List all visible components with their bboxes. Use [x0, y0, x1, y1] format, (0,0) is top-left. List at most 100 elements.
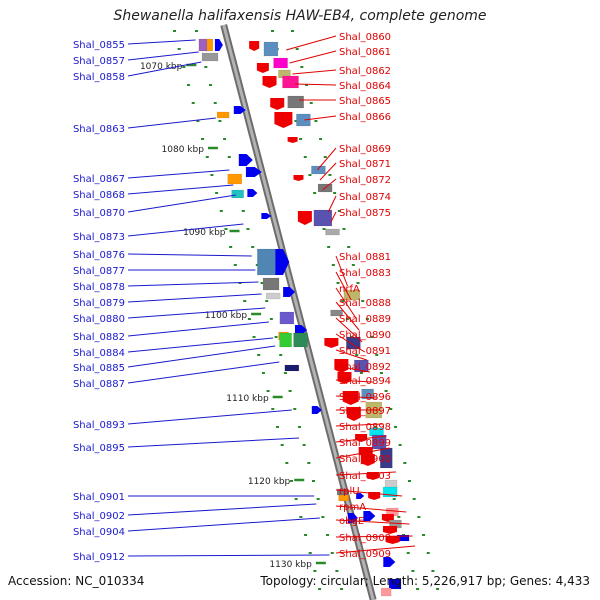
gene-feature[interactable] [382, 486, 398, 498]
gene-feature[interactable] [388, 578, 402, 590]
gene-feature[interactable] [201, 52, 219, 62]
gene-feature[interactable] [360, 454, 375, 466]
gene-label-left[interactable]: Shal_0882 [73, 332, 125, 343]
gene-label-left[interactable]: Shal_0884 [73, 348, 125, 359]
gene-label-right[interactable]: Shal_0872 [339, 175, 391, 186]
gene-feature[interactable] [270, 98, 285, 110]
gene-feature[interactable] [296, 113, 311, 127]
gene-feature[interactable] [256, 63, 269, 73]
gene-feature[interactable] [279, 332, 292, 348]
gene-feature[interactable] [216, 111, 230, 119]
gene-label-left[interactable]: Shal_0895 [73, 443, 125, 454]
gene-feature[interactable] [371, 434, 387, 450]
gene-label-right[interactable]: obgE [339, 516, 364, 527]
gene-feature[interactable] [293, 175, 304, 181]
gene-feature[interactable] [274, 112, 293, 128]
gene-label-left[interactable]: Shal_0868 [73, 190, 125, 201]
gene-label-left[interactable]: Shal_0893 [73, 420, 125, 431]
gene-feature[interactable] [363, 511, 376, 521]
gene-feature[interactable] [279, 311, 295, 325]
gene-feature[interactable] [273, 57, 288, 69]
gene-label-right[interactable]: Shal_0898 [339, 422, 391, 433]
gene-feature[interactable] [380, 447, 393, 469]
gene-label-right[interactable]: Shal_0908 [339, 533, 391, 544]
gene-feature[interactable] [261, 213, 272, 219]
gene-label-left[interactable]: Shal_0901 [73, 492, 125, 503]
gene-label-right[interactable]: Shal_0903 [339, 471, 391, 482]
gene-label-right[interactable]: Shal_0896 [339, 392, 391, 403]
gene-label-left[interactable]: Shal_0867 [73, 174, 125, 185]
gene-label-right[interactable]: Shal_0899 [339, 438, 391, 449]
gene-feature[interactable] [380, 587, 392, 597]
gene-feature[interactable] [383, 557, 396, 567]
gene-label-left[interactable]: Shal_0873 [73, 232, 125, 243]
gene-label-right[interactable]: nrfA [339, 284, 360, 295]
gene-label-left[interactable]: Shal_0870 [73, 208, 125, 219]
gene-feature[interactable] [361, 388, 374, 400]
gene-feature[interactable] [283, 287, 296, 297]
gene-feature[interactable] [206, 38, 214, 52]
gene-label-right[interactable]: Shal_0860 [339, 32, 391, 43]
gene-feature[interactable] [338, 494, 349, 502]
gene-feature[interactable] [366, 472, 379, 480]
gene-feature[interactable] [284, 364, 300, 372]
gene-label-right[interactable]: Shal_0861 [339, 47, 391, 58]
gene-label-left[interactable]: Shal_0858 [73, 72, 125, 83]
gene-feature[interactable] [233, 106, 246, 114]
gene-label-right[interactable]: rpmA [339, 502, 366, 513]
gene-feature[interactable] [214, 39, 223, 51]
gene-feature[interactable] [342, 391, 359, 405]
gene-feature[interactable] [325, 228, 340, 236]
gene-feature[interactable] [227, 173, 242, 185]
gene-label-right[interactable]: Shal_0871 [339, 159, 391, 170]
gene-label-right[interactable]: Shal_0883 [339, 268, 391, 279]
gene-feature[interactable] [262, 76, 277, 88]
gene-feature[interactable] [287, 95, 304, 109]
gene-label-right[interactable]: Shal_0888 [339, 298, 391, 309]
gene-feature[interactable] [324, 338, 339, 348]
gene-label-right[interactable]: Shal_0890 [339, 330, 391, 341]
gene-feature[interactable] [334, 359, 349, 373]
gene-label-right[interactable]: Shal_0874 [339, 192, 391, 203]
gene-label-right[interactable]: Shal_0875 [339, 208, 391, 219]
gene-label-right[interactable]: Shal_0889 [339, 314, 391, 325]
gene-feature[interactable] [231, 189, 244, 199]
gene-label-right[interactable]: Shal_0864 [339, 81, 391, 92]
gene-feature[interactable] [257, 248, 276, 276]
gene-label-left[interactable]: Shal_0863 [73, 124, 125, 135]
gene-feature[interactable] [346, 336, 361, 350]
gene-label-right[interactable]: Shal_0869 [339, 144, 391, 155]
gene-feature[interactable] [356, 493, 365, 499]
gene-label-left[interactable]: Shal_0857 [73, 56, 125, 67]
gene-feature[interactable] [265, 292, 281, 300]
gene-feature[interactable] [297, 211, 312, 225]
gene-feature[interactable] [354, 359, 369, 373]
gene-feature[interactable] [355, 434, 368, 442]
gene-label-left[interactable]: Shal_0876 [73, 250, 125, 261]
gene-feature[interactable] [238, 154, 253, 166]
gene-feature[interactable] [245, 167, 262, 177]
gene-label-left[interactable]: Shal_0855 [73, 40, 125, 51]
gene-label-right[interactable]: Shal_0865 [339, 96, 391, 107]
gene-feature[interactable] [343, 289, 361, 301]
gene-label-left[interactable]: Shal_0902 [73, 511, 125, 522]
gene-label-right[interactable]: Shal_0881 [339, 252, 391, 263]
gene-label-left[interactable]: Shal_0878 [73, 282, 125, 293]
gene-feature[interactable] [247, 189, 258, 197]
gene-feature[interactable] [287, 137, 298, 143]
gene-feature[interactable] [383, 526, 397, 534]
gene-feature[interactable] [263, 41, 279, 57]
gene-label-left[interactable]: Shal_0877 [73, 266, 125, 277]
gene-feature[interactable] [385, 536, 400, 544]
gene-feature[interactable] [293, 332, 308, 348]
gene-label-right[interactable]: Shal_0900 [339, 454, 391, 465]
gene-label-left[interactable]: Shal_0912 [73, 552, 125, 563]
gene-label-left[interactable]: Shal_0879 [73, 298, 125, 309]
gene-feature[interactable] [311, 406, 322, 414]
gene-feature[interactable] [275, 249, 290, 275]
gene-label-right[interactable]: Shal_0892 [339, 362, 391, 373]
gene-feature[interactable] [311, 165, 326, 175]
gene-label-right[interactable]: Shal_0891 [339, 346, 391, 357]
gene-feature[interactable] [249, 41, 260, 51]
gene-feature[interactable] [282, 75, 299, 89]
